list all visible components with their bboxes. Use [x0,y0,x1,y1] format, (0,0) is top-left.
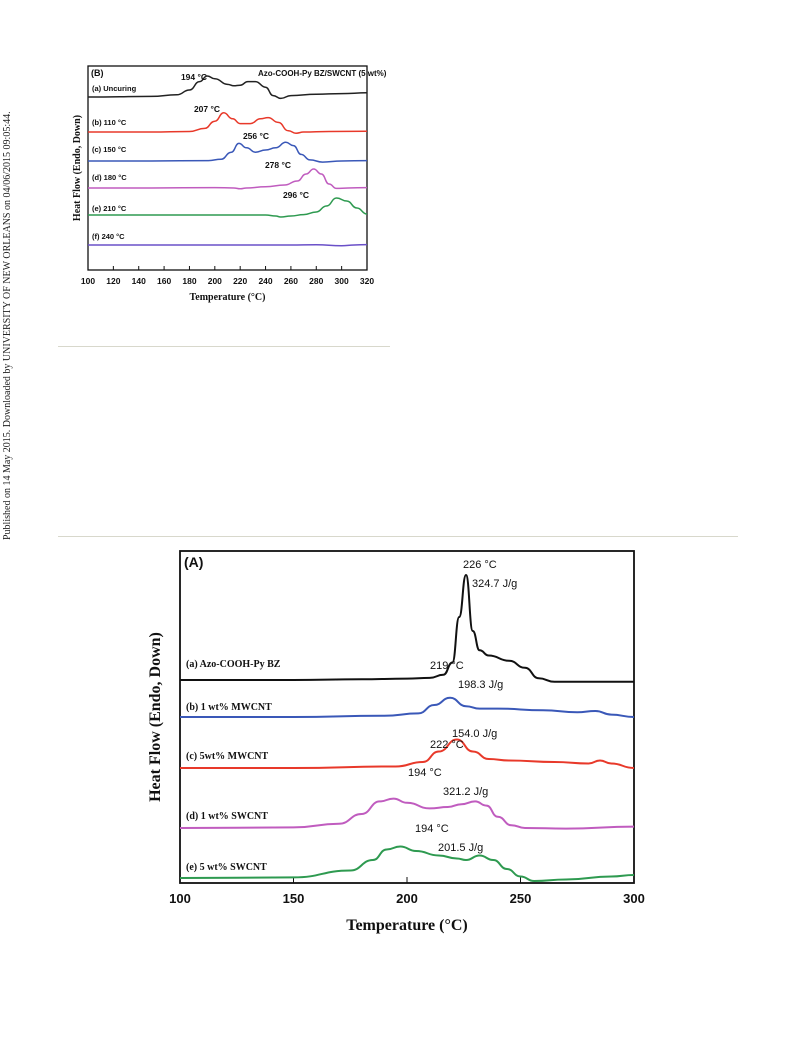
x-tick-label-1-3: 250 [510,891,532,906]
series-line-0-2 [88,141,368,163]
x-tick-label-0-1: 120 [106,276,120,286]
peak-label-0-2: 256 °C [243,131,269,141]
x-tick-label-1-1: 150 [283,891,305,906]
enthalpy-label-1-2: 154.0 J/g [452,728,497,740]
x-tick-label-0-10: 300 [335,276,349,286]
plot-frame-0 [87,65,368,271]
x-axis-label-1: Temperature (°C) [346,917,467,934]
series-line-0-5 [88,243,368,247]
x-tick-label-0-7: 240 [258,276,272,286]
series-line-1-4 [179,845,635,882]
x-tick-label-1-2: 200 [396,891,418,906]
x-axis-label-0: Temperature (°C) [190,292,266,303]
series-label-0-4: (e) 210 °C [92,204,127,213]
x-tick-label-0-3: 160 [157,276,171,286]
enthalpy-label-1-3: 321.2 J/g [443,786,488,798]
series-line-0-4 [88,197,368,218]
series-line-1-3 [179,797,635,830]
x-tick-label-0-6: 220 [233,276,247,286]
series-label-0-3: (d) 180 °C [92,173,127,182]
series-label-0-2: (c) 150 °C [92,145,127,154]
series-label-1-3: (d) 1 wt% SWCNT [186,811,268,822]
panel-label-0: (B) [91,68,104,78]
y-axis-label-1: Heat Flow (Endo, Down) [147,632,164,802]
series-line-0-1 [88,112,368,134]
divider-top [58,346,390,347]
x-tick-label-0-4: 180 [182,276,196,286]
enthalpy-label-1-1: 198.3 J/g [458,679,503,691]
peak-label-0-0: 194 °C [181,72,207,82]
chart-title-0: Azo-COOH-Py BZ/SWCNT (5 wt%) [258,69,387,78]
x-tick-label-0-11: 320 [360,276,374,286]
divider-middle [58,536,738,537]
series-line-1-2 [179,738,635,769]
peak-label-1-3: 194 °C [408,767,442,779]
series-label-1-4: (e) 5 wt% SWCNT [186,862,267,873]
series-label-0-5: (f) 240 °C [92,232,125,241]
x-tick-label-0-5: 200 [208,276,222,286]
x-tick-label-0-9: 280 [309,276,323,286]
series-line-0-0 [87,75,368,100]
peak-label-1-2: 222 °C [430,739,464,751]
peak-label-0-1: 207 °C [194,104,220,114]
peak-label-0-3: 278 °C [265,160,291,170]
enthalpy-label-1-0: 324.7 J/g [472,578,517,590]
peak-label-1-4: 194 °C [415,823,449,835]
series-label-0-1: (b) 110 °C [92,118,127,127]
peak-label-1-0: 226 °C [463,559,497,571]
series-label-0-0: (a) Uncuring [92,84,137,93]
enthalpy-label-1-4: 201.5 J/g [438,842,483,854]
peak-label-1-1: 219 °C [430,660,464,672]
panel-label-1: (A) [184,554,203,570]
x-tick-label-1-4: 300 [623,891,645,906]
series-label-1-2: (c) 5wt% MWCNT [186,751,269,762]
peak-label-0-4: 296 °C [283,190,309,200]
x-tick-label-1-0: 100 [169,891,191,906]
series-line-1-1 [179,696,635,719]
series-line-0-3 [88,168,368,190]
x-tick-label-0-2: 140 [132,276,146,286]
y-axis-label-0: Heat Flow (Endo, Down) [72,115,83,221]
x-tick-label-0-0: 100 [81,276,95,286]
x-tick-label-0-8: 260 [284,276,298,286]
series-label-1-1: (b) 1 wt% MWCNT [186,702,272,713]
series-label-1-0: (a) Azo-COOH-Py BZ [186,659,281,670]
series-line-1-0 [180,574,634,683]
